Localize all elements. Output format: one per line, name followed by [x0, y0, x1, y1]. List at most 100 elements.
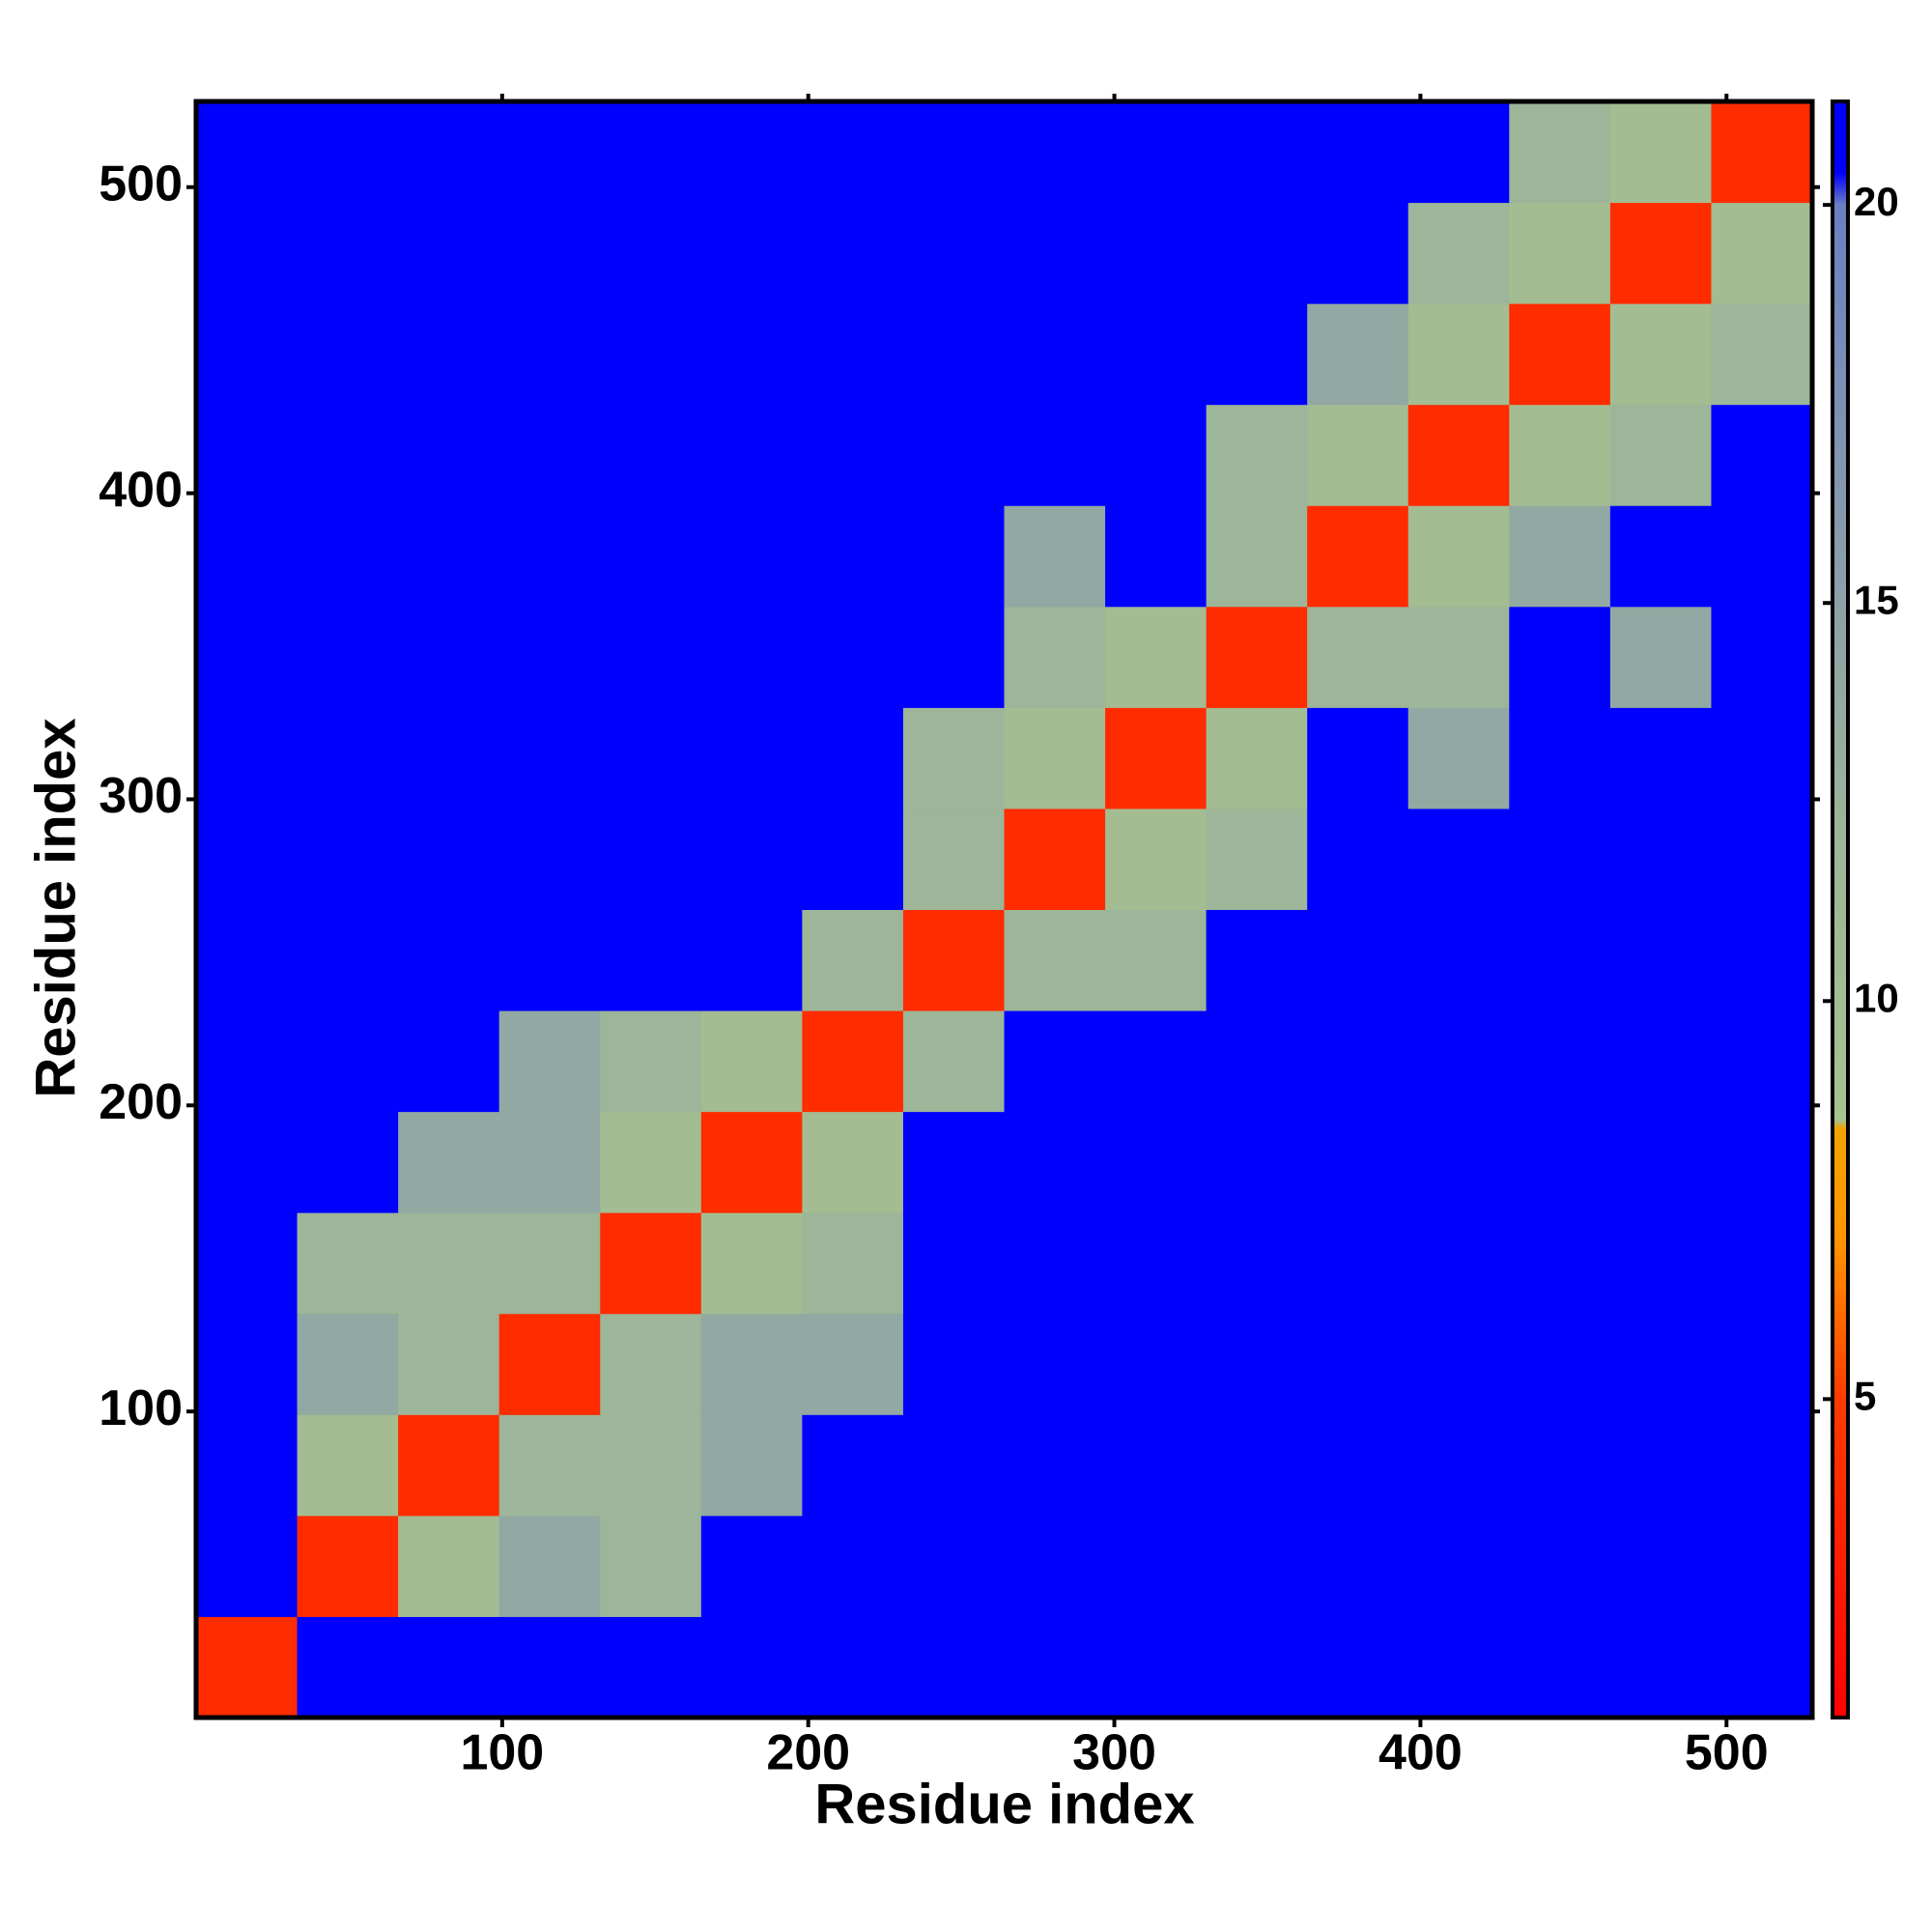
heatmap-cell — [196, 909, 298, 1011]
heatmap-cell — [1004, 606, 1106, 708]
heatmap-cell — [1206, 1010, 1308, 1113]
heatmap-cell — [498, 303, 601, 406]
heatmap-cell — [196, 1010, 298, 1113]
heatmap-cell — [297, 202, 399, 304]
heatmap-cell — [1509, 808, 1611, 910]
heatmap-cell — [1206, 909, 1308, 1011]
heatmap-cell — [398, 1313, 500, 1415]
heatmap-cell — [398, 1515, 500, 1617]
y-axis-title: Residue index — [24, 718, 87, 1097]
heatmap-cell — [1206, 1515, 1308, 1617]
heatmap-cell — [297, 1515, 399, 1617]
heatmap-cell — [1711, 1313, 1813, 1415]
heatmap-cell — [398, 909, 500, 1011]
heatmap-cell — [1206, 1111, 1308, 1213]
heatmap-cell — [1407, 1414, 1510, 1517]
heatmap-cell — [1711, 606, 1813, 708]
heatmap-cell — [498, 202, 601, 304]
heatmap-cell — [1206, 101, 1308, 204]
x-tick-label: 200 — [766, 1725, 850, 1781]
heatmap-cell — [297, 1313, 399, 1415]
heatmap-cell — [700, 505, 803, 608]
heatmap-cell — [1105, 303, 1208, 406]
heatmap-cell — [1509, 1010, 1611, 1113]
heatmap-cell — [1407, 1111, 1510, 1213]
heatmap-cell — [1004, 404, 1106, 506]
heatmap-cell — [196, 808, 298, 910]
heatmap-cell — [1609, 606, 1712, 708]
heatmap-cell — [1105, 404, 1208, 506]
heatmap-cell — [1509, 505, 1611, 608]
heatmap-cell — [600, 202, 702, 304]
heatmap-cell — [1105, 101, 1208, 204]
heatmap-cell — [1407, 505, 1510, 608]
heatmap-cell — [1004, 202, 1106, 304]
y-tick-label: 300 — [99, 768, 183, 824]
heatmap-cell — [1206, 505, 1308, 608]
heatmap-cell — [802, 101, 904, 204]
heatmap-cell — [1509, 101, 1611, 204]
heatmap-cell — [1307, 909, 1409, 1011]
heatmap-cell — [398, 505, 500, 608]
heatmap-cell — [700, 707, 803, 810]
heatmap-cell — [398, 1616, 500, 1719]
heatmap-cell — [297, 303, 399, 406]
heatmap-cell — [1206, 1313, 1308, 1415]
heatmap-cell — [398, 202, 500, 304]
heatmap-cell — [1004, 909, 1106, 1011]
heatmap-cell — [1609, 101, 1712, 204]
heatmap-cell — [1004, 1515, 1106, 1617]
heatmap-cell — [1711, 303, 1813, 406]
heatmap-cell — [398, 1414, 500, 1517]
heatmap-cell — [1105, 1010, 1208, 1113]
heatmap-cell — [398, 606, 500, 708]
x-tick-label: 500 — [1685, 1725, 1769, 1781]
colorbar-tick-label: 5 — [1854, 1373, 1876, 1418]
heatmap-cell — [600, 1010, 702, 1113]
heatmap-cell — [902, 1313, 1005, 1415]
x-tick-label: 300 — [1072, 1725, 1156, 1781]
heatmap-cell — [297, 1414, 399, 1517]
heatmap-cell — [802, 1414, 904, 1517]
x-axis-title: Residue index — [814, 1773, 1194, 1835]
heatmap-cell — [700, 1515, 803, 1617]
heatmap-cell — [1509, 1616, 1611, 1719]
heatmap-cell — [297, 606, 399, 708]
heatmap-cell — [1105, 1111, 1208, 1213]
x-tick-label: 400 — [1378, 1725, 1463, 1781]
heatmap-cell — [802, 1212, 904, 1315]
heatmap-cell — [1307, 404, 1409, 506]
heatmap-cell — [297, 505, 399, 608]
heatmap-cell — [297, 1010, 399, 1113]
heatmap-cell — [1711, 202, 1813, 304]
heatmap-cell — [1307, 1313, 1409, 1415]
heatmap-cell — [1609, 707, 1712, 810]
heatmap-cell — [1105, 202, 1208, 304]
heatmap-cell — [902, 404, 1005, 506]
heatmap-cell — [1307, 303, 1409, 406]
heatmap-cell — [498, 1515, 601, 1617]
heatmap-cell — [1004, 1010, 1106, 1113]
heatmap-cell — [902, 101, 1005, 204]
heatmap-cell — [398, 1111, 500, 1213]
heatmap-cell — [1509, 1515, 1611, 1617]
heatmap-cell — [802, 1515, 904, 1617]
heatmap-cell — [700, 909, 803, 1011]
heatmap-cell — [498, 1212, 601, 1315]
heatmap-cell — [398, 1212, 500, 1315]
colorbar-tick-label: 15 — [1854, 577, 1899, 622]
heatmap-cell — [297, 1616, 399, 1719]
heatmap-cell — [600, 707, 702, 810]
heatmap-cell — [1711, 808, 1813, 910]
heatmap-cell — [1609, 808, 1712, 910]
heatmap-cell — [196, 303, 298, 406]
heatmap-cell — [902, 202, 1005, 304]
heatmap-cell — [700, 1616, 803, 1719]
heatmap-cell — [600, 909, 702, 1011]
heatmap-cell — [600, 606, 702, 708]
heatmap-cell — [600, 808, 702, 910]
colorbar-tick-label: 10 — [1854, 975, 1899, 1020]
heatmap-cell — [1509, 303, 1611, 406]
heatmap-cell — [1407, 101, 1510, 204]
